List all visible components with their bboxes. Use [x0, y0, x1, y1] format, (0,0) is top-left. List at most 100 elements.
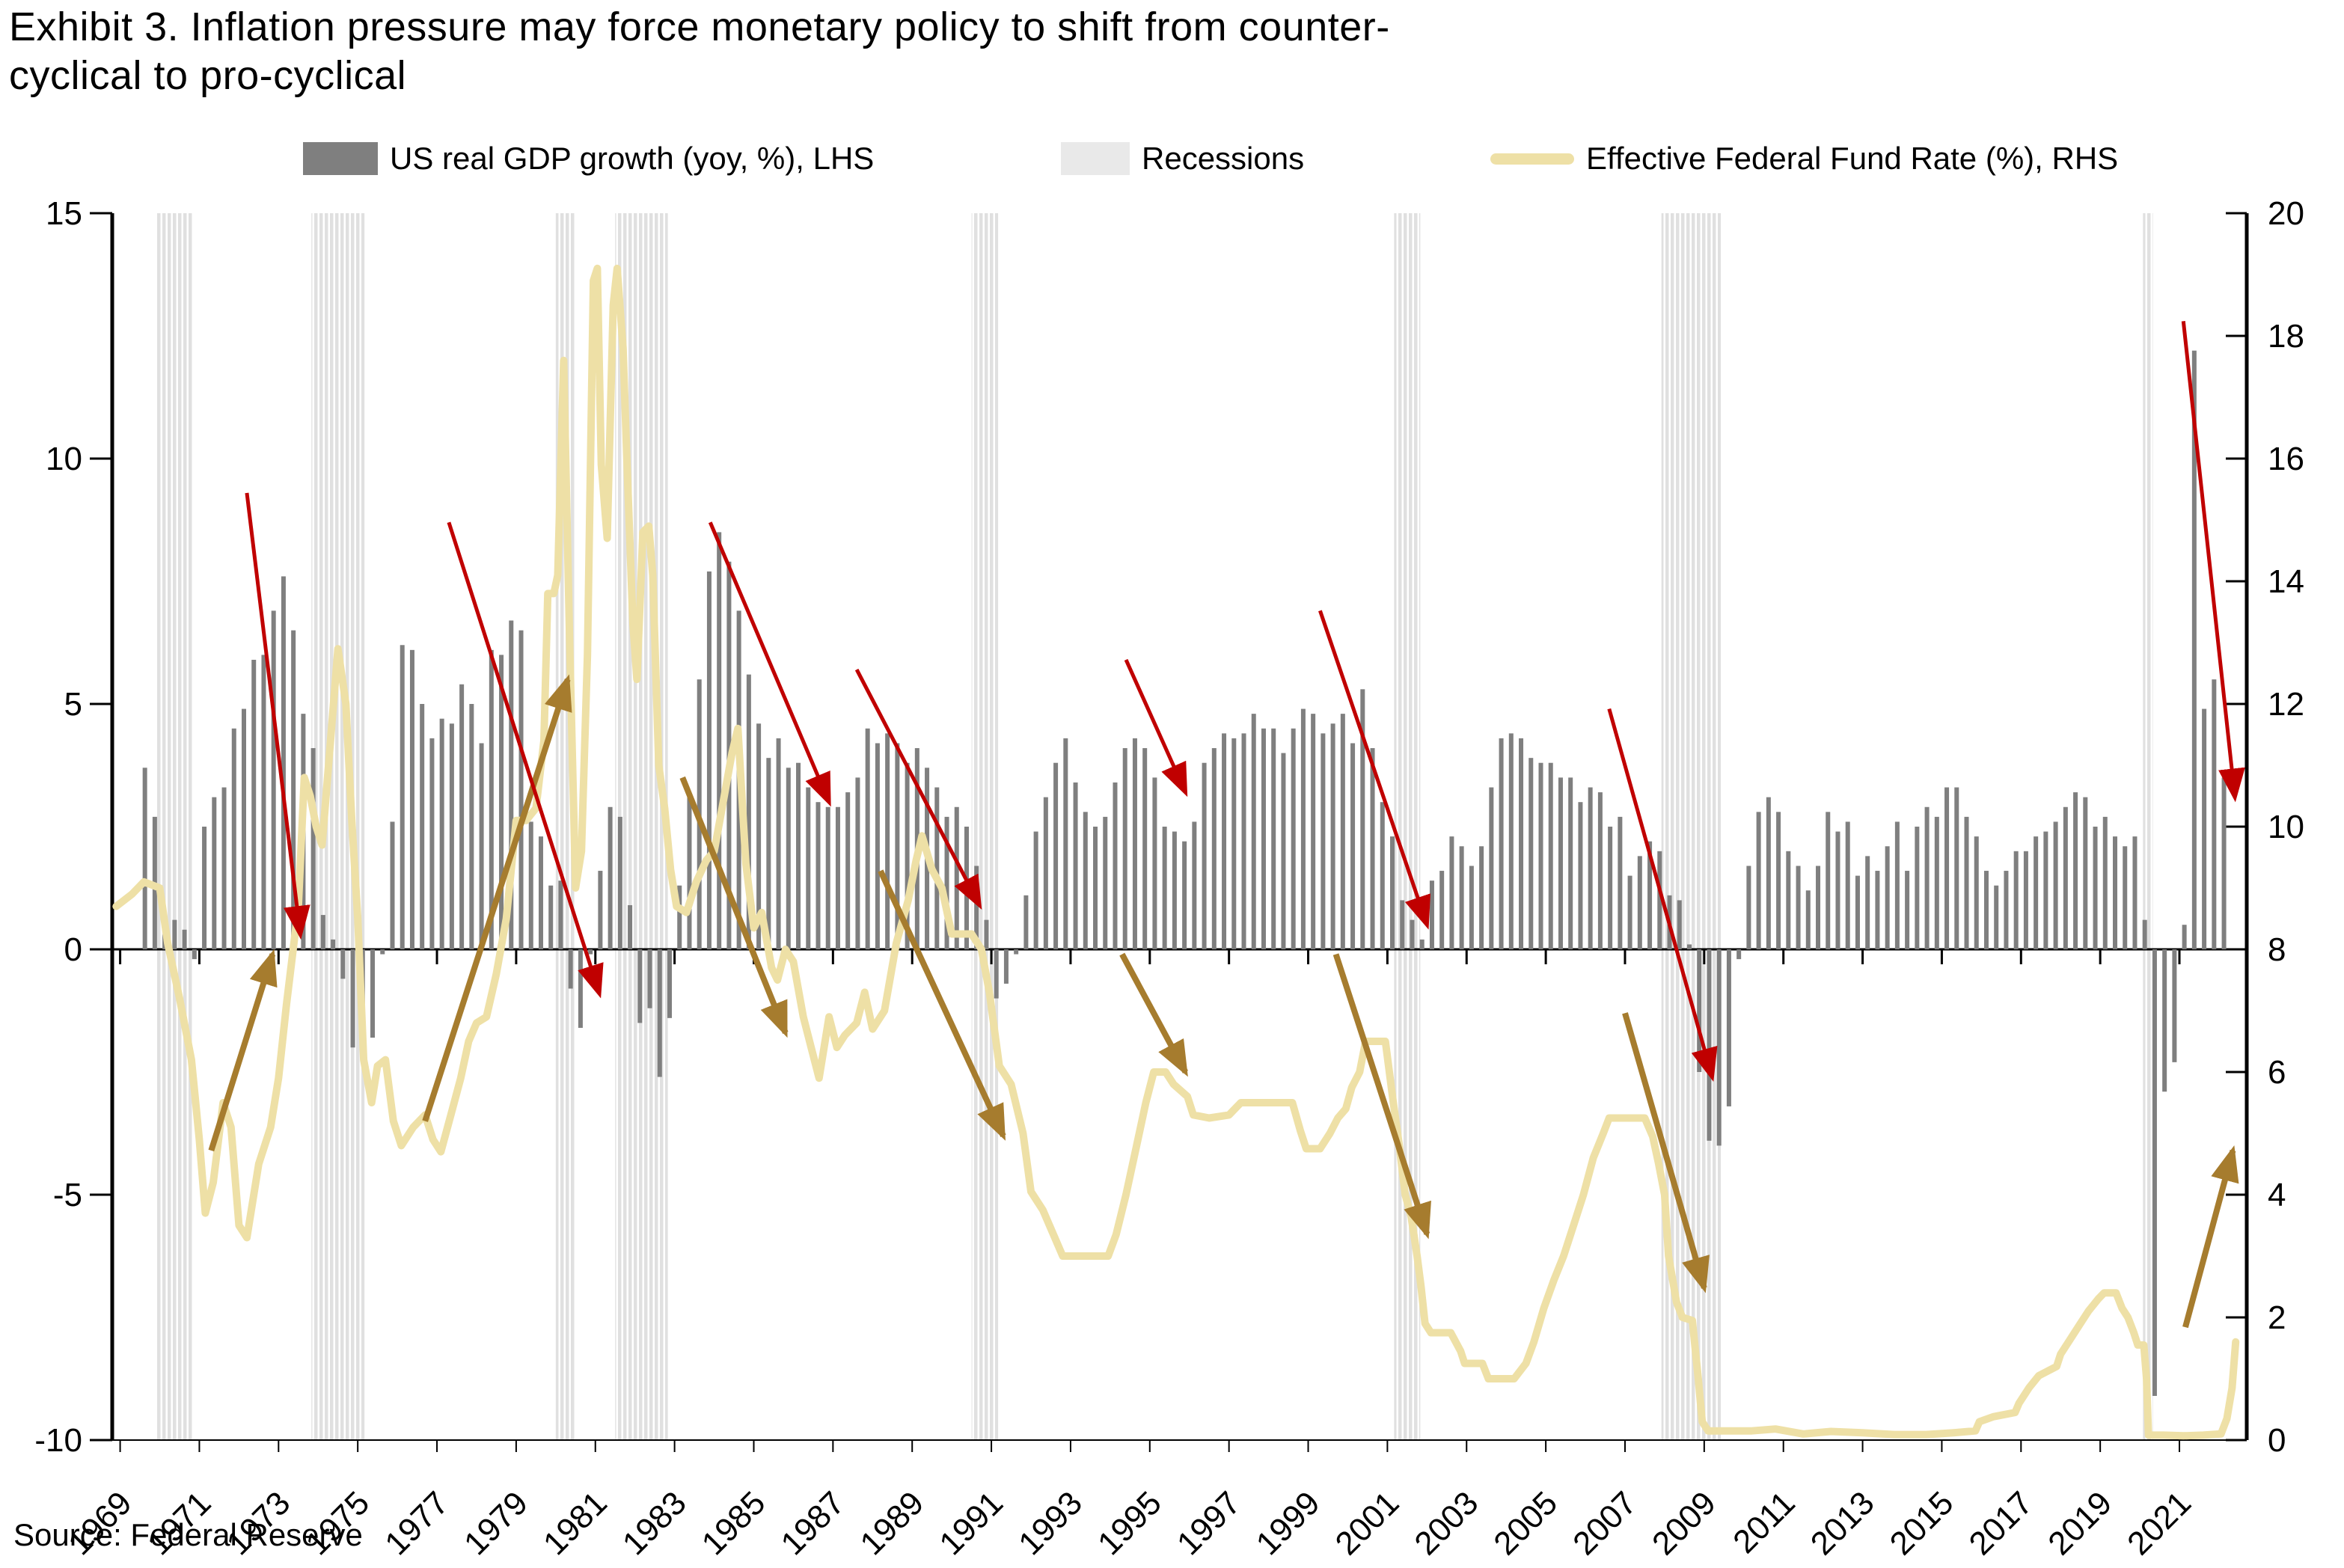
x-axis-year-label: 2015	[1883, 1484, 1961, 1562]
gdp-bar	[717, 532, 722, 949]
right-axis-label: 4	[2268, 1177, 2286, 1213]
gdp-bar	[1093, 827, 1098, 949]
rate-path-arrow	[878, 869, 1006, 1141]
gdp-bar	[1083, 812, 1088, 949]
x-axis-year-label: 1997	[1170, 1484, 1248, 1562]
gdp-bar	[1390, 836, 1395, 949]
gdp-bar	[528, 821, 533, 949]
gdp-bar	[291, 630, 296, 949]
gdp-bar	[538, 836, 543, 949]
gdp-bar	[1519, 738, 1524, 949]
gdp-bar-swatch-icon	[303, 142, 378, 175]
gdp-bar	[1707, 949, 1712, 1141]
growth-slowdown-arrow	[1318, 610, 1431, 930]
right-axis-label: 6	[2268, 1054, 2286, 1091]
x-axis-year-label: 2009	[1645, 1484, 1723, 1562]
gdp-bar	[1459, 846, 1464, 949]
gdp-bar	[1014, 949, 1019, 955]
gdp-bar	[1113, 782, 1118, 949]
gdp-bar	[1915, 827, 1920, 949]
x-axis-year-label: 2001	[1329, 1484, 1407, 1562]
gdp-bar	[1023, 895, 1029, 949]
x-axis-year-label: 1999	[1249, 1484, 1327, 1562]
gdp-bar	[1073, 782, 1078, 949]
right-axis-label: 18	[2268, 318, 2304, 355]
gdp-bar	[1568, 777, 1573, 949]
gdp-bar	[1172, 831, 1177, 949]
gdp-bar	[2123, 846, 2128, 949]
gdp-bar	[2083, 797, 2088, 949]
gdp-bar	[1271, 728, 1276, 949]
gdp-bar	[1924, 806, 1930, 949]
x-axis-year-label: 1977	[378, 1484, 456, 1562]
gdp-bar	[1796, 866, 1801, 949]
gdp-bar	[509, 620, 514, 949]
legend-label-ffr: Effective Federal Fund Rate (%), RHS	[1586, 141, 2119, 176]
gdp-bar	[1875, 871, 1880, 949]
gdp-bar	[598, 871, 603, 949]
x-axis-year-label: 1987	[774, 1484, 852, 1562]
gdp-bar	[1508, 733, 1514, 949]
gdp-bar	[2043, 831, 2048, 949]
gdp-bar	[796, 762, 801, 949]
gdp-bar	[1597, 792, 1603, 949]
gdp-bar	[786, 768, 791, 949]
gdp-bar	[1627, 875, 1632, 949]
gdp-bar	[746, 674, 751, 949]
gdp-bar	[2202, 708, 2207, 949]
right-axis-label: 16	[2268, 441, 2304, 477]
gdp-bar	[865, 728, 870, 949]
gdp-bar	[1845, 821, 1850, 949]
gdp-bar	[875, 743, 880, 949]
right-axis-label: 0	[2268, 1422, 2286, 1459]
gdp-bar	[420, 704, 425, 949]
growth-slowdown-arrow	[2181, 321, 2245, 803]
recession-band	[971, 213, 999, 1440]
x-axis-year-label: 2003	[1407, 1484, 1485, 1562]
gdp-bar	[1003, 949, 1009, 984]
recession-band	[156, 213, 193, 1440]
gdp-bars	[142, 350, 2227, 1396]
gdp-bar	[1766, 797, 1771, 949]
gdp-bar	[2004, 871, 2009, 949]
gdp-bar	[2142, 919, 2147, 949]
x-axis-ticks: 1969 1971 1973 1975 1977 1979 1981 1983 1985 1987…	[61, 949, 2198, 1562]
gdp-bar	[835, 806, 840, 949]
growth-slowdown-arrow	[447, 521, 604, 999]
gdp-bar	[766, 758, 771, 949]
gdp-bar	[1608, 827, 1613, 949]
growth-slowdown-arrow	[1124, 658, 1188, 797]
gdp-bar	[1192, 821, 1197, 949]
gdp-bar	[1122, 748, 1127, 949]
gdp-bar	[1835, 831, 1840, 949]
gdp-bar	[2191, 350, 2197, 949]
gdp-bar	[2182, 925, 2187, 949]
gdp-bar	[1053, 762, 1059, 949]
gdp-bar	[469, 704, 474, 949]
left-axis-label: -5	[53, 1177, 82, 1213]
gdp-bar	[499, 655, 504, 949]
gdp-bar	[400, 645, 405, 949]
growth-slowdown-arrow	[708, 521, 831, 807]
gdp-bar	[202, 827, 207, 949]
gdp-bar	[1647, 841, 1653, 949]
gdp-bar	[310, 748, 316, 949]
legend: US real GDP growth (yoy, %), LHS Recessi…	[0, 136, 2344, 181]
gdp-bar	[1321, 733, 1326, 949]
legend-label-recessions: Recessions	[1142, 141, 1305, 176]
gdp-bar	[1954, 787, 1959, 949]
x-axis-year-label: 2005	[1487, 1484, 1564, 1562]
rate-path-arrow	[679, 776, 789, 1038]
gdp-bar	[251, 659, 257, 949]
gdp-bar	[1419, 939, 1425, 949]
gdp-bar	[1726, 949, 1731, 1106]
x-axis-year-label: 1995	[1091, 1484, 1169, 1562]
gdp-bar	[380, 949, 385, 955]
gdp-bar	[1816, 866, 1821, 949]
gdp-bar	[756, 723, 762, 949]
gdp-bar	[1211, 748, 1217, 949]
gdp-bar	[776, 738, 781, 949]
rate-path-arrow	[422, 674, 572, 1122]
